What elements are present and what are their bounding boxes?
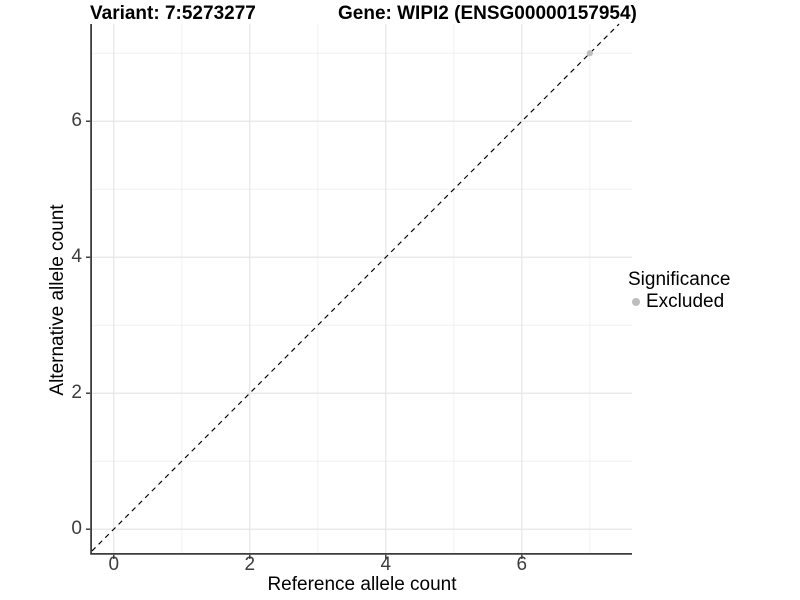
circle-marker-icon [632,298,640,306]
legend-title: Significance [628,269,731,290]
y-axis-title: Alternative allele count [47,204,68,396]
data-point-excluded [586,50,593,57]
legend-item-excluded: Excluded [628,291,730,313]
identity-dashed-line [91,23,620,552]
legend-item-label: Excluded [646,291,725,312]
y-tick-label: 2 [71,382,82,404]
x-axis-title: Reference allele count [267,574,457,595]
legend-items: Excluded [628,291,730,313]
plot-title-gene: Gene: WIPI2 (ENSG00000157954) [338,3,637,24]
x-tick-label: 6 [516,554,528,575]
y-tick-label: 4 [71,246,82,268]
x-tick-label: 0 [108,554,120,575]
y-tick-label: 0 [71,518,82,540]
plot-title-variant: Variant: 7:5273277 [90,3,256,24]
y-tick-label: 6 [71,110,82,132]
legend: Significance Excluded [628,269,730,313]
x-tick-label: 4 [380,554,392,575]
x-tick-label: 2 [244,554,256,575]
